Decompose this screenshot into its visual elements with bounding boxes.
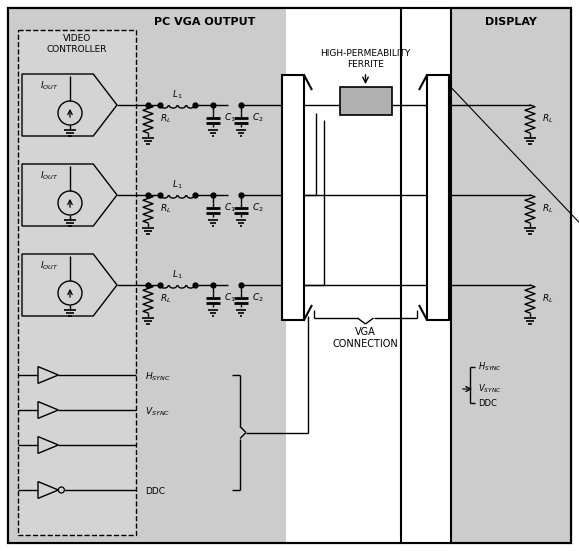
Text: $C_2$: $C_2$ [252,112,263,124]
Text: DDC: DDC [478,398,497,408]
Text: $L_1$: $L_1$ [172,269,183,281]
Text: $V_{SYNC}$: $V_{SYNC}$ [478,383,501,395]
Text: $C_1$: $C_1$ [224,202,236,214]
Bar [282,75,304,320]
Text: HIGH-PERMEABILITY
FERRITE: HIGH-PERMEABILITY FERRITE [320,49,411,69]
Text: $I_{OUT}$: $I_{OUT}$ [40,260,58,272]
Bar [451,8,571,543]
Text: $R_L$: $R_L$ [160,113,171,125]
Bar [286,8,451,543]
Text: $C_2$: $C_2$ [252,291,263,304]
Text: $R_L$: $R_L$ [542,293,554,305]
Bar [8,8,286,543]
Text: DDC: DDC [145,488,165,496]
Text: PC VGA OUTPUT: PC VGA OUTPUT [155,17,256,27]
Text: $H_{SYNC}$: $H_{SYNC}$ [478,361,502,373]
Bar [339,87,391,115]
Text: $H_{SYNC}$: $H_{SYNC}$ [145,371,171,383]
Text: $C_1$: $C_1$ [224,291,236,304]
Bar [451,8,571,543]
Bar [8,8,401,543]
Text: VGA
CONNECTION: VGA CONNECTION [332,327,398,349]
Text: $R_L$: $R_L$ [160,203,171,215]
Bar [18,30,136,535]
Text: $I_{OUT}$: $I_{OUT}$ [40,80,58,92]
Text: $I_{OUT}$: $I_{OUT}$ [40,170,58,182]
Text: $C_2$: $C_2$ [252,202,263,214]
Text: $R_L$: $R_L$ [542,113,554,125]
Text: $C_1$: $C_1$ [224,112,236,124]
Text: $R_L$: $R_L$ [160,293,171,305]
Text: DISPLAY: DISPLAY [485,17,537,27]
Text: $V_{SYNC}$: $V_{SYNC}$ [145,406,170,418]
Text: VIDEO
CONTROLLER: VIDEO CONTROLLER [47,34,107,53]
Text: $L_1$: $L_1$ [172,89,183,101]
Text: $L_1$: $L_1$ [172,179,183,191]
Text: $R_L$: $R_L$ [542,203,554,215]
Bar [427,75,449,320]
